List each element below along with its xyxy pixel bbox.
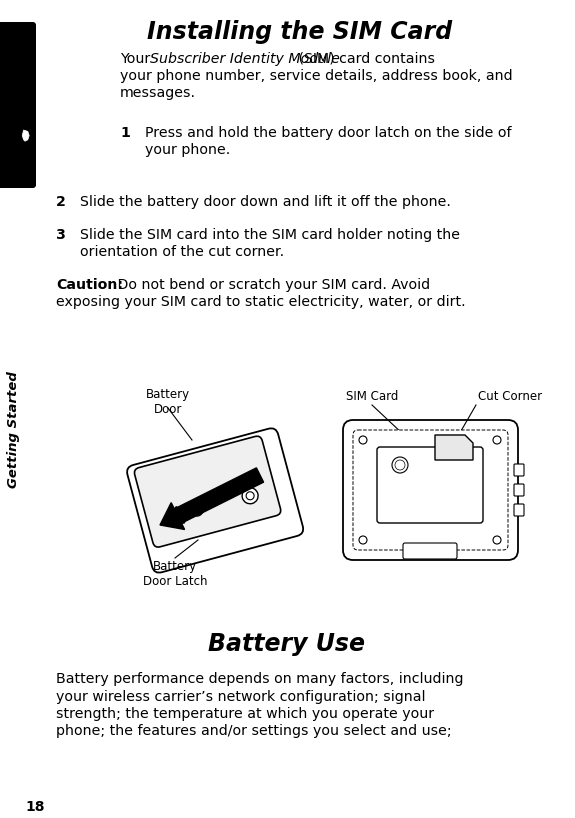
Text: your wireless carrier’s network configuration; signal: your wireless carrier’s network configur… xyxy=(56,690,426,703)
Text: messages.: messages. xyxy=(120,86,196,100)
FancyBboxPatch shape xyxy=(403,543,457,559)
Circle shape xyxy=(493,436,501,444)
Text: orientation of the cut corner.: orientation of the cut corner. xyxy=(80,245,284,259)
Circle shape xyxy=(392,457,408,473)
FancyBboxPatch shape xyxy=(135,436,281,547)
FancyBboxPatch shape xyxy=(343,420,518,560)
Text: Cut Corner: Cut Corner xyxy=(478,390,542,403)
Text: Battery performance depends on many factors, including: Battery performance depends on many fact… xyxy=(56,672,463,686)
FancyArrow shape xyxy=(160,468,263,529)
Text: Subscriber Identity Module: Subscriber Identity Module xyxy=(150,52,340,66)
Circle shape xyxy=(242,488,258,504)
Circle shape xyxy=(191,504,203,516)
Text: Your: Your xyxy=(120,52,155,66)
Text: Battery
Door Latch: Battery Door Latch xyxy=(143,560,207,588)
FancyBboxPatch shape xyxy=(0,22,36,188)
Text: exposing your SIM card to static electricity, water, or dirt.: exposing your SIM card to static electri… xyxy=(56,295,466,309)
Text: your phone.: your phone. xyxy=(145,143,230,157)
Text: 2: 2 xyxy=(56,195,66,209)
Text: Installing the SIM Card: Installing the SIM Card xyxy=(147,20,453,44)
Polygon shape xyxy=(22,130,29,142)
Circle shape xyxy=(246,492,254,500)
Text: phone; the features and/or settings you select and use;: phone; the features and/or settings you … xyxy=(56,725,451,739)
Circle shape xyxy=(493,536,501,544)
Circle shape xyxy=(359,536,367,544)
FancyBboxPatch shape xyxy=(514,504,524,516)
Text: Slide the SIM card into the SIM card holder noting the: Slide the SIM card into the SIM card hol… xyxy=(80,228,460,242)
Text: Battery
Door: Battery Door xyxy=(146,388,190,416)
Text: Caution:: Caution: xyxy=(56,278,123,292)
Circle shape xyxy=(359,436,367,444)
Text: Do not bend or scratch your SIM card. Avoid: Do not bend or scratch your SIM card. Av… xyxy=(113,278,430,292)
Text: 1: 1 xyxy=(120,126,130,140)
Text: SIM Card: SIM Card xyxy=(346,390,398,403)
FancyBboxPatch shape xyxy=(514,484,524,496)
Polygon shape xyxy=(435,435,473,460)
FancyBboxPatch shape xyxy=(377,447,483,523)
Text: Getting Started: Getting Started xyxy=(7,371,21,488)
Text: Battery Use: Battery Use xyxy=(209,632,366,656)
Text: strength; the temperature at which you operate your: strength; the temperature at which you o… xyxy=(56,707,434,721)
FancyBboxPatch shape xyxy=(353,430,508,550)
FancyBboxPatch shape xyxy=(127,429,303,573)
Text: 18: 18 xyxy=(25,800,44,814)
Circle shape xyxy=(395,460,405,470)
Text: (SIM) card contains: (SIM) card contains xyxy=(294,52,435,66)
Text: Slide the battery door down and lift it off the phone.: Slide the battery door down and lift it … xyxy=(80,195,451,209)
Text: Press and hold the battery door latch on the side of: Press and hold the battery door latch on… xyxy=(145,126,512,140)
Text: your phone number, service details, address book, and: your phone number, service details, addr… xyxy=(120,69,513,83)
Text: 3: 3 xyxy=(56,228,66,242)
FancyBboxPatch shape xyxy=(514,464,524,476)
